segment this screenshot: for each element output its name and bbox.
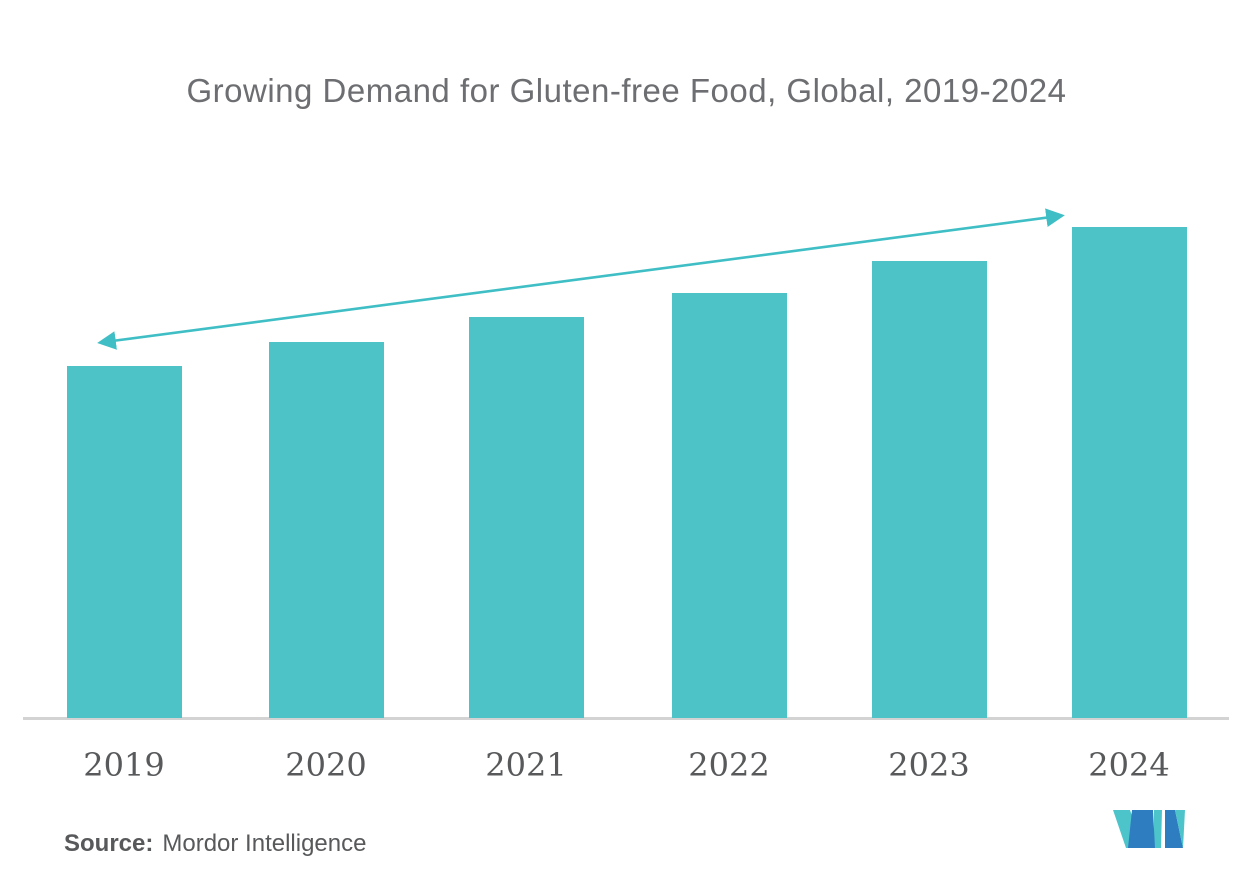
source-note: Source: Mordor Intelligence	[64, 830, 366, 858]
logo-right-teal-corner	[1175, 810, 1185, 848]
bar-2023	[871, 260, 987, 718]
bar-2020	[268, 341, 384, 718]
x-axis-label-2020: 2020	[285, 746, 367, 784]
x-axis-label-2019: 2019	[83, 746, 165, 784]
logo-middle-teal-stroke	[1154, 810, 1162, 848]
x-axis-label-2022: 2022	[688, 746, 770, 784]
mordor-intelligence-logo	[1113, 810, 1185, 848]
bar-2019	[66, 365, 182, 718]
bar-2021	[468, 316, 584, 718]
chart-title: Growing Demand for Gluten-free Food, Glo…	[186, 72, 1067, 109]
logo-right-blue-bar	[1165, 810, 1183, 848]
bar-2024	[1071, 227, 1187, 718]
x-axis-label-2021: 2021	[485, 746, 567, 784]
x-axis-label-2023: 2023	[888, 746, 970, 784]
logo-main-blue-stroke	[1128, 810, 1155, 848]
source-name: Mordor Intelligence	[162, 830, 367, 857]
x-axis-line	[23, 717, 1229, 720]
bar-2022	[671, 292, 787, 718]
source-label: Source:	[64, 830, 154, 857]
x-axis-label-2024: 2024	[1088, 746, 1170, 784]
